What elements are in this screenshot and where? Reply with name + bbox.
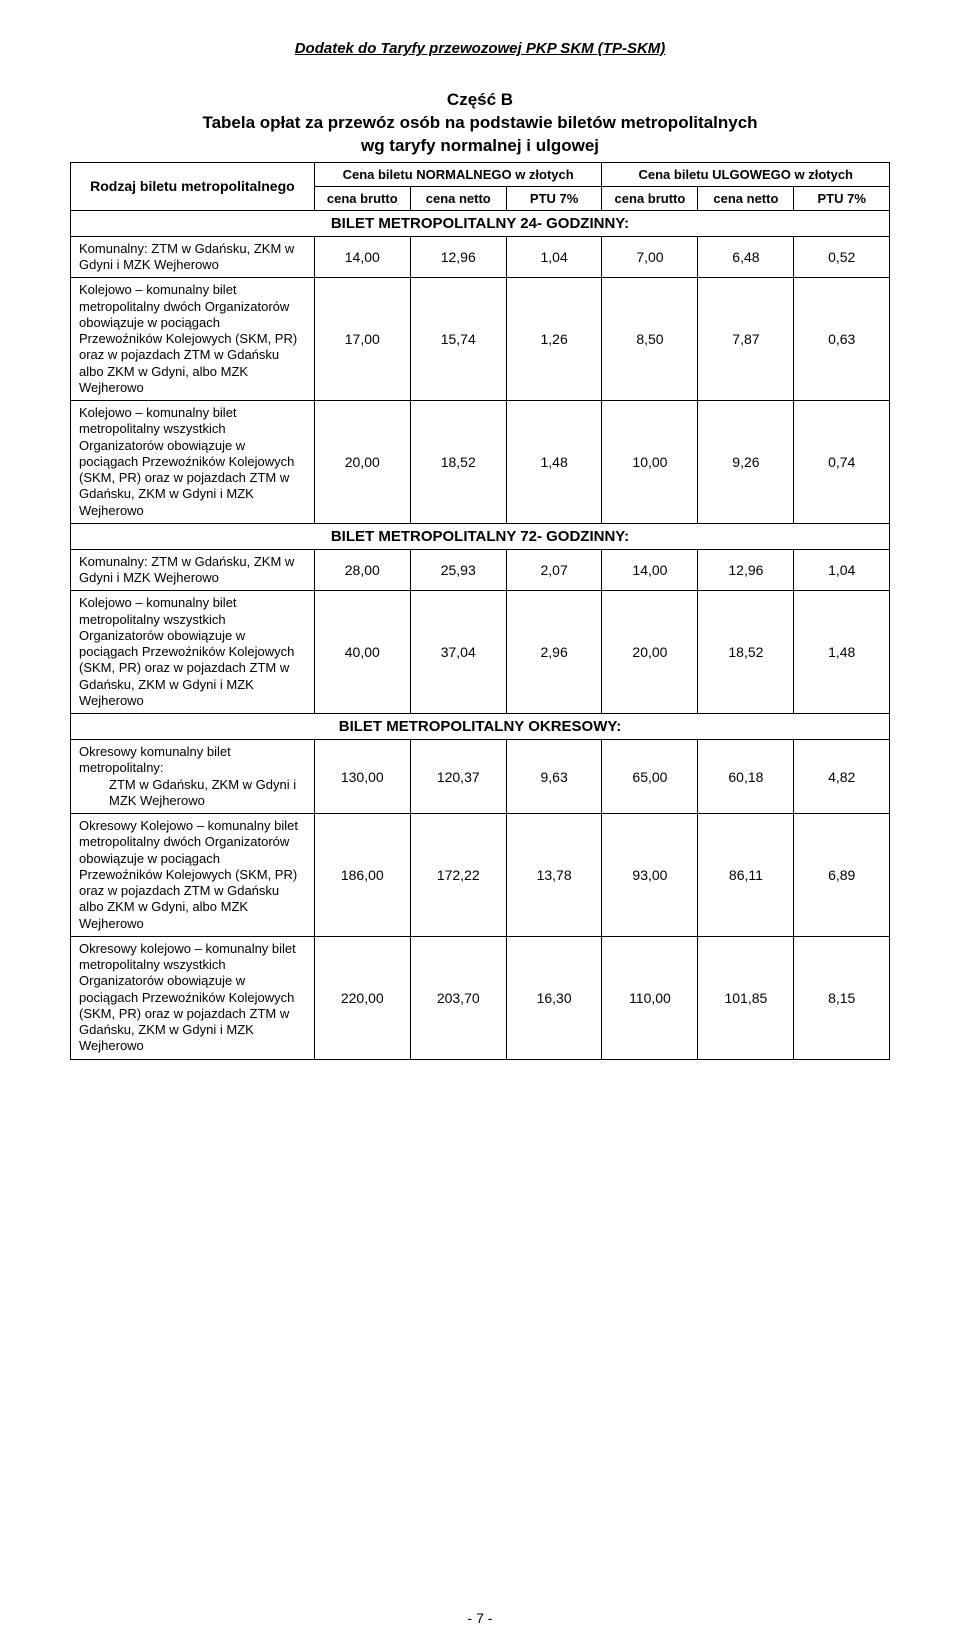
cell-value: 0,74 (794, 401, 890, 524)
title-line-1: Tabela opłat za przewóz osób na podstawi… (70, 112, 890, 135)
cell-value: 65,00 (602, 740, 698, 814)
section-72h: BILET METROPOLITALNY 72- GODZINNY: (71, 523, 890, 549)
cell-value: 1,48 (794, 591, 890, 714)
cell-value: 37,04 (410, 591, 506, 714)
cell-value: 10,00 (602, 401, 698, 524)
header-ulg-brutto: cena brutto (602, 186, 698, 210)
cell-value: 12,96 (410, 236, 506, 278)
cell-value: 6,48 (698, 236, 794, 278)
header-ulg-ptu: PTU 7% (794, 186, 890, 210)
cell-value: 25,93 (410, 549, 506, 591)
cell-value: 6,89 (794, 814, 890, 937)
header-ulg-netto: cena netto (698, 186, 794, 210)
table-row: Okresowy Kolejowo – komunalny bilet metr… (71, 814, 890, 937)
cell-value: 93,00 (602, 814, 698, 937)
title-part: Część B (70, 89, 890, 112)
section-okresowy-label: BILET METROPOLITALNY OKRESOWY: (71, 714, 890, 740)
cell-value: 17,00 (314, 278, 410, 401)
cell-value: 13,78 (506, 814, 602, 937)
row-desc: Okresowy Kolejowo – komunalny bilet metr… (71, 814, 315, 937)
cell-value: 8,50 (602, 278, 698, 401)
cell-value: 14,00 (602, 549, 698, 591)
cell-value: 101,85 (698, 936, 794, 1059)
row-desc: Kolejowo – komunalny bilet metropolitaln… (71, 591, 315, 714)
cell-value: 15,74 (410, 278, 506, 401)
fare-table: Rodzaj biletu metropolitalnego Cena bile… (70, 162, 890, 1060)
cell-value: 9,63 (506, 740, 602, 814)
row-desc: Komunalny: ZTM w Gdańsku, ZKM w Gdyni i … (71, 549, 315, 591)
cell-value: 0,52 (794, 236, 890, 278)
table-row: Komunalny: ZTM w Gdańsku, ZKM w Gdyni i … (71, 549, 890, 591)
row-desc-indent: ZTM w Gdańsku, ZKM w Gdyni i MZK Wejhero… (79, 777, 306, 810)
row-desc: Okresowy kolejowo – komunalny bilet metr… (71, 936, 315, 1059)
cell-value: 7,87 (698, 278, 794, 401)
cell-value: 2,96 (506, 591, 602, 714)
cell-value: 203,70 (410, 936, 506, 1059)
title-line-2: wg taryfy normalnej i ulgowej (70, 135, 890, 158)
table-row: Kolejowo – komunalny bilet metropolitaln… (71, 278, 890, 401)
cell-value: 110,00 (602, 936, 698, 1059)
header-normal: Cena biletu NORMALNEGO w złotych (314, 162, 602, 186)
document-page: Dodatek do Taryfy przewozowej PKP SKM (T… (0, 0, 960, 1648)
cell-value: 7,00 (602, 236, 698, 278)
cell-value: 12,96 (698, 549, 794, 591)
section-24h-label: BILET METROPOLITALNY 24- GODZINNY: (71, 210, 890, 236)
document-header: Dodatek do Taryfy przewozowej PKP SKM (T… (70, 40, 890, 57)
cell-value: 186,00 (314, 814, 410, 937)
table-row: Komunalny: ZTM w Gdańsku, ZKM w Gdyni i … (71, 236, 890, 278)
title-block: Część B Tabela opłat za przewóz osób na … (70, 89, 890, 158)
cell-value: 28,00 (314, 549, 410, 591)
header-ulgowe: Cena biletu ULGOWEGO w złotych (602, 162, 890, 186)
page-number: - 7 - (0, 1610, 960, 1626)
cell-value: 18,52 (698, 591, 794, 714)
cell-value: 8,15 (794, 936, 890, 1059)
cell-value: 60,18 (698, 740, 794, 814)
header-normal-ptu: PTU 7% (506, 186, 602, 210)
cell-value: 20,00 (314, 401, 410, 524)
header-normal-netto: cena netto (410, 186, 506, 210)
table-header-row-1: Rodzaj biletu metropolitalnego Cena bile… (71, 162, 890, 186)
row-desc: Kolejowo – komunalny bilet metropolitaln… (71, 278, 315, 401)
row-desc: Okresowy komunalny bilet metropolitalny:… (71, 740, 315, 814)
header-normal-brutto: cena brutto (314, 186, 410, 210)
section-72h-label: BILET METROPOLITALNY 72- GODZINNY: (71, 523, 890, 549)
cell-value: 0,63 (794, 278, 890, 401)
section-24h: BILET METROPOLITALNY 24- GODZINNY: (71, 210, 890, 236)
section-okresowy: BILET METROPOLITALNY OKRESOWY: (71, 714, 890, 740)
cell-value: 130,00 (314, 740, 410, 814)
cell-value: 18,52 (410, 401, 506, 524)
cell-value: 16,30 (506, 936, 602, 1059)
table-row: Kolejowo – komunalny bilet metropolitaln… (71, 401, 890, 524)
cell-value: 14,00 (314, 236, 410, 278)
row-desc: Kolejowo – komunalny bilet metropolitaln… (71, 401, 315, 524)
cell-value: 1,04 (506, 236, 602, 278)
cell-value: 1,48 (506, 401, 602, 524)
cell-value: 20,00 (602, 591, 698, 714)
table-row: Okresowy kolejowo – komunalny bilet metr… (71, 936, 890, 1059)
cell-value: 4,82 (794, 740, 890, 814)
cell-value: 1,04 (794, 549, 890, 591)
row-desc-pre: Okresowy komunalny bilet metropolitalny: (79, 744, 231, 775)
cell-value: 220,00 (314, 936, 410, 1059)
cell-value: 40,00 (314, 591, 410, 714)
cell-value: 172,22 (410, 814, 506, 937)
table-row: Kolejowo – komunalny bilet metropolitaln… (71, 591, 890, 714)
cell-value: 1,26 (506, 278, 602, 401)
cell-value: 86,11 (698, 814, 794, 937)
row-desc: Komunalny: ZTM w Gdańsku, ZKM w Gdyni i … (71, 236, 315, 278)
header-type: Rodzaj biletu metropolitalnego (71, 162, 315, 210)
cell-value: 120,37 (410, 740, 506, 814)
table-header: Rodzaj biletu metropolitalnego Cena bile… (71, 162, 890, 210)
table-row: Okresowy komunalny bilet metropolitalny:… (71, 740, 890, 814)
cell-value: 2,07 (506, 549, 602, 591)
cell-value: 9,26 (698, 401, 794, 524)
